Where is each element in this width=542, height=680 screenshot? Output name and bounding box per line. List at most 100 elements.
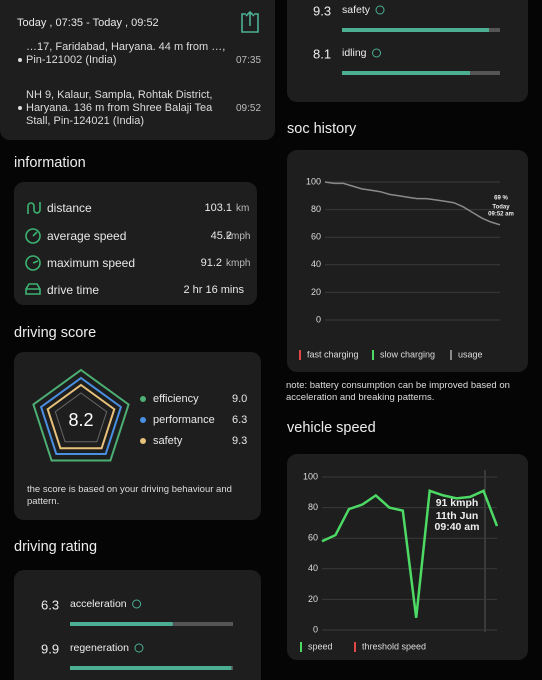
legend-label: slow charging — [380, 349, 435, 359]
info-label: maximum speed — [47, 256, 136, 270]
y-tick-label: 60 — [308, 533, 318, 543]
bullet — [18, 106, 22, 110]
legend-label: usage — [458, 349, 483, 359]
rating-name: acceleration — [70, 598, 127, 610]
rating-value: 9.9 — [41, 641, 59, 656]
pentagon — [54, 392, 108, 443]
annotation: 11th Jun — [436, 510, 479, 522]
info-label: average speed — [47, 229, 127, 243]
share-icon[interactable] — [241, 10, 259, 33]
y-tick-label: 40 — [311, 259, 321, 269]
soc-card — [287, 150, 528, 372]
soc-note: note: battery consumption can be improve… — [286, 380, 510, 403]
distance-icon — [27, 202, 41, 214]
info-icon[interactable] — [375, 5, 385, 15]
rating-name: safety — [342, 4, 371, 16]
legend-dot — [140, 396, 146, 402]
line — [324, 181, 501, 226]
pentagon — [32, 368, 130, 462]
speed-icon — [32, 231, 38, 237]
stop-address: NH 9, Kalaur, Sampla, Rohtak District, H… — [26, 89, 213, 127]
y-tick-label: 100 — [303, 471, 318, 481]
info-icon[interactable] — [132, 599, 142, 609]
section-title: driving score — [14, 325, 97, 341]
rating-value: 6.3 — [41, 597, 59, 612]
y-tick-label: 0 — [316, 314, 321, 324]
trip-time-range: Today , 07:35 - Today , 09:52 — [17, 17, 159, 29]
info-label: distance — [47, 201, 92, 215]
icons — [25, 10, 259, 295]
info-value: 91.2 — [200, 257, 222, 269]
y-tick-label: 20 — [308, 594, 318, 604]
info-icon[interactable] — [134, 643, 144, 653]
y-tick-label: 0 — [313, 624, 318, 634]
pentagon — [46, 383, 116, 450]
speed-icon — [25, 255, 41, 271]
rating-card — [287, 0, 528, 102]
y-tick-label: 80 — [308, 502, 318, 512]
rating-bar — [342, 28, 489, 32]
speed-icon — [32, 260, 39, 264]
section-title: driving rating — [14, 539, 98, 555]
pentagon — [39, 376, 123, 455]
annotation: Today — [492, 205, 510, 211]
score-pentagons — [32, 368, 130, 462]
rating-value: 8.1 — [313, 46, 331, 61]
y-tick-label: 60 — [311, 232, 321, 242]
annotation: 09:52 am — [488, 212, 514, 218]
score-value: 9.0 — [232, 393, 248, 405]
info-value: 2 hr 16 mins — [183, 284, 244, 296]
legend-label: threshold speed — [362, 641, 426, 651]
info-unit: kmph — [226, 231, 251, 242]
rating-bar — [70, 666, 232, 670]
score-value: 9.3 — [232, 435, 248, 447]
legend-swatch — [300, 642, 302, 652]
info-label: drive time — [47, 283, 100, 297]
rating-name: idling — [342, 47, 367, 59]
annotation: 09:40 am — [435, 521, 480, 533]
score-value: 6.3 — [232, 414, 248, 426]
y-tick-label: 40 — [308, 563, 318, 573]
stop-time: 09:52 — [236, 103, 262, 114]
info-value: 45.2 — [210, 230, 232, 242]
legend-label: fast charging — [307, 349, 359, 359]
rating-bar — [342, 71, 470, 75]
section-title: soc history — [287, 121, 357, 137]
rating-name: regeneration — [70, 642, 129, 654]
bullet — [18, 58, 22, 62]
info-unit: km — [236, 203, 250, 214]
y-tick-label: 80 — [311, 204, 321, 214]
info-icon[interactable] — [372, 48, 382, 58]
score-name: efficiency — [153, 393, 199, 405]
bullets — [18, 58, 22, 110]
legend-swatch — [372, 350, 374, 360]
section-title: vehicle speed — [287, 420, 376, 436]
legend-label: speed — [308, 641, 333, 651]
score-note: the score is based on your driving behav… — [27, 484, 232, 507]
speed-icon — [25, 228, 41, 244]
stop-address: …17, Faridabad, Haryana. 44 m from …, Pi… — [26, 41, 226, 66]
legend-swatch — [354, 642, 356, 652]
information-card — [14, 182, 257, 305]
car-icon — [25, 283, 41, 295]
y-tick-label: 20 — [311, 287, 321, 297]
info-value: 103.1 — [204, 202, 232, 214]
stop-time: 07:35 — [236, 55, 262, 66]
legend-swatch — [450, 350, 452, 360]
y-tick-label: 100 — [306, 176, 321, 186]
line — [321, 489, 499, 618]
rating-bar — [70, 622, 173, 626]
legend-dot — [140, 417, 146, 423]
score-name: performance — [153, 414, 215, 426]
score-name: safety — [153, 435, 183, 447]
trip-card — [0, 0, 275, 140]
annotation: 91 kmph — [436, 497, 479, 509]
legend-dot — [140, 438, 146, 444]
annotation: 69 % — [494, 196, 508, 202]
rating-value: 9.3 — [313, 3, 331, 18]
legend-swatch — [299, 350, 301, 360]
section-title: information — [14, 155, 86, 171]
score-card — [14, 352, 261, 520]
